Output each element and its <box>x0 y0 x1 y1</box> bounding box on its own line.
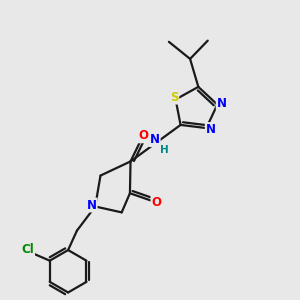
Text: O: O <box>138 129 148 142</box>
Text: N: N <box>217 97 227 110</box>
Text: H: H <box>160 145 169 155</box>
Text: S: S <box>170 91 178 103</box>
Text: Cl: Cl <box>21 243 34 256</box>
Text: O: O <box>152 196 161 209</box>
Text: N: N <box>206 123 216 136</box>
Text: N: N <box>87 199 97 212</box>
Text: N: N <box>150 133 160 146</box>
